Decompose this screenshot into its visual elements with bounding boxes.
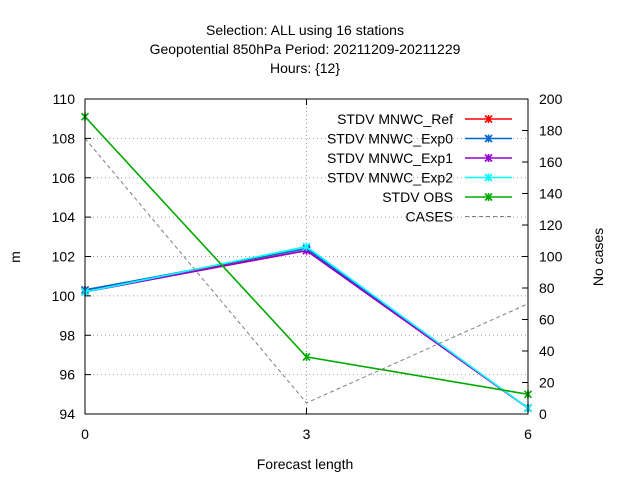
legend-label-4: STDV OBS xyxy=(382,189,453,205)
legend-label-0: STDV MNWC_Ref xyxy=(337,111,453,127)
series-3-point-1 xyxy=(302,242,311,251)
y-tick-label-2: 98 xyxy=(59,327,75,343)
series-1 xyxy=(80,244,533,413)
y-tick-label-1: 96 xyxy=(59,367,75,383)
legend-item-2: STDV MNWC_Exp1 xyxy=(327,150,512,166)
legend-item-5: CASES xyxy=(406,209,512,225)
y2-tick-label-3: 60 xyxy=(539,312,555,328)
legend-item-1: STDV MNWC_Exp0 xyxy=(327,131,512,147)
legend-item-3: STDV MNWC_Exp2 xyxy=(327,170,512,186)
legend-item-0: STDV MNWC_Ref xyxy=(337,111,512,127)
legend-label-2: STDV MNWC_Exp1 xyxy=(327,150,453,166)
series-4-point-1 xyxy=(302,352,311,361)
grid xyxy=(85,99,528,414)
y2-tick-label-4: 80 xyxy=(539,280,555,296)
y2-tick-label-9: 180 xyxy=(539,123,563,139)
y2-tick-label-0: 0 xyxy=(539,406,547,422)
legend-marker-2 xyxy=(484,153,493,163)
y-tick-label-7: 108 xyxy=(52,130,76,146)
x-tick-label-1: 3 xyxy=(303,426,311,442)
x-axis-label: Forecast length xyxy=(257,456,354,472)
series-line-0 xyxy=(84,249,529,409)
chart-title-line-3: Hours: {12} xyxy=(270,60,340,76)
y-tick-label-0: 94 xyxy=(59,406,75,422)
x-tick-label-2: 6 xyxy=(524,426,532,442)
y2-tick-label-1: 20 xyxy=(539,375,555,391)
legend-marker-4 xyxy=(484,192,493,202)
legend-label-3: STDV MNWC_Exp2 xyxy=(327,170,453,186)
y2-tick-label-2: 40 xyxy=(539,343,555,359)
y-tick-label-4: 102 xyxy=(52,249,76,265)
y2-tick-label-10: 200 xyxy=(539,91,563,107)
y2-axis-label: No cases xyxy=(590,228,606,286)
x-tick-label-0: 0 xyxy=(81,426,89,442)
axes: 9496981001021041061081100204060801001201… xyxy=(52,91,563,442)
y2-tick-label-8: 160 xyxy=(539,154,563,170)
legend-marker-1 xyxy=(484,134,493,143)
series-line-1 xyxy=(84,247,529,409)
y2-tick-label-6: 120 xyxy=(539,217,563,233)
y-tick-label-5: 104 xyxy=(52,209,76,225)
y-tick-label-3: 100 xyxy=(52,288,76,304)
legend-item-4: STDV OBS xyxy=(382,189,512,205)
legend: STDV MNWC_Ref STDV MNWC_Exp0 STDV MNWC_Exp… xyxy=(327,111,512,225)
legend-marker-3 xyxy=(484,173,493,182)
legend-label-5: CASES xyxy=(406,209,453,225)
legend-label-1: STDV MNWC_Exp0 xyxy=(327,131,453,147)
y-axis-label: m xyxy=(7,251,23,263)
series-5 xyxy=(84,138,529,404)
series-line-5 xyxy=(84,138,529,404)
series-line-2 xyxy=(84,249,529,409)
chart-title-line-1: Selection: ALL using 16 stations xyxy=(206,22,404,38)
y2-tick-label-7: 140 xyxy=(539,186,563,202)
y-tick-label-8: 110 xyxy=(53,91,76,107)
chart-title-line-2: Geopotential 850hPa Period: 20211209-202… xyxy=(150,41,461,57)
y-tick-label-6: 106 xyxy=(52,170,76,186)
legend-marker-0 xyxy=(484,114,493,124)
y2-tick-label-5: 100 xyxy=(539,249,563,265)
